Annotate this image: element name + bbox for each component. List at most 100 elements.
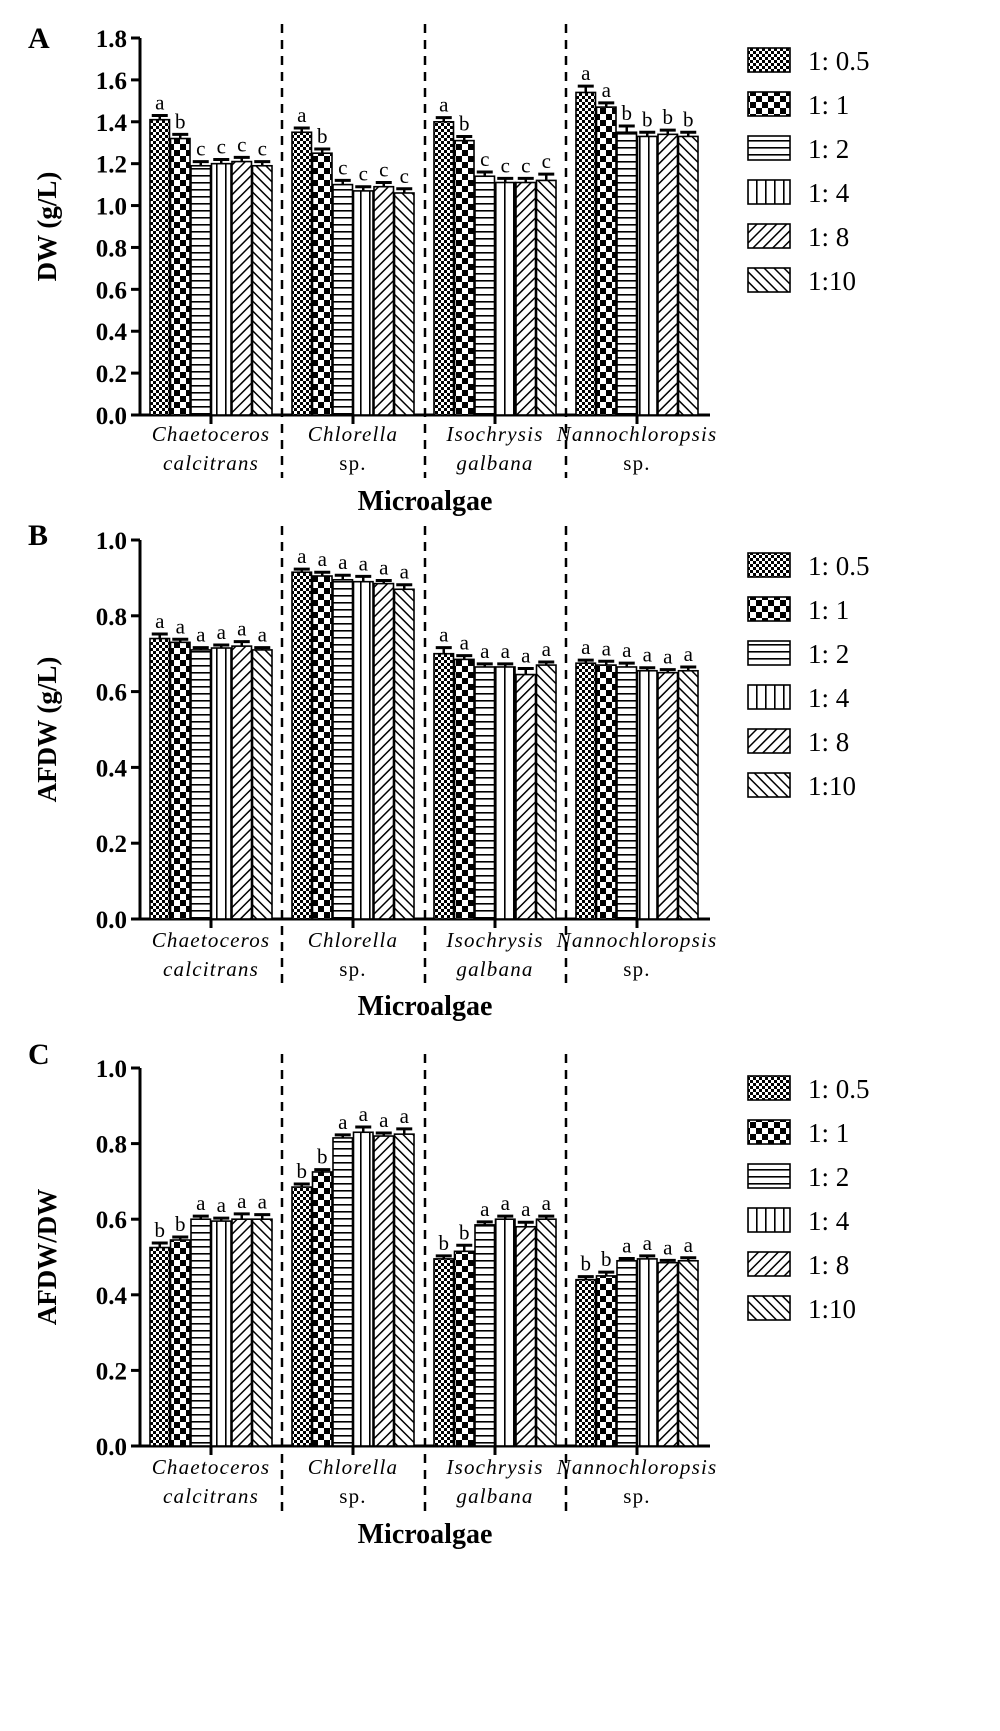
y-tick-label: 1.0 bbox=[96, 1056, 127, 1083]
bar bbox=[453, 1250, 475, 1447]
bar bbox=[595, 106, 617, 416]
significance-letter: b bbox=[683, 107, 694, 131]
bar bbox=[535, 179, 557, 416]
panel-letter: A bbox=[28, 22, 50, 55]
legend-swatch bbox=[747, 223, 791, 249]
y-tick-label: 0.8 bbox=[96, 1132, 127, 1159]
significance-letter: b bbox=[439, 1231, 450, 1255]
significance-letter: b bbox=[317, 124, 328, 148]
y-axis-title: DW (g/L) bbox=[32, 172, 62, 282]
bar bbox=[352, 580, 374, 920]
bar bbox=[494, 666, 516, 920]
significance-letter: a bbox=[480, 639, 490, 663]
legend-swatch bbox=[747, 135, 791, 161]
legend-swatch bbox=[747, 91, 791, 117]
bar bbox=[231, 160, 253, 416]
significance-letter: c bbox=[258, 137, 267, 161]
significance-letter: b bbox=[297, 1159, 308, 1183]
significance-letter: b bbox=[622, 101, 633, 125]
y-tick-label: 0.6 bbox=[96, 277, 127, 304]
y-tick-label: 1.0 bbox=[96, 194, 127, 221]
y-tick-label: 1.6 bbox=[96, 68, 127, 95]
bar bbox=[352, 1131, 374, 1447]
bar bbox=[595, 664, 617, 920]
y-tick-label: 0.6 bbox=[96, 1207, 127, 1234]
bar bbox=[393, 588, 415, 920]
legend-swatch bbox=[747, 684, 791, 710]
legend-label: 1: 0.5 bbox=[808, 1074, 870, 1104]
legend-swatch bbox=[747, 728, 791, 754]
bar bbox=[190, 649, 212, 920]
y-axis-title: AFDW (g/L) bbox=[32, 657, 62, 803]
significance-letter: b bbox=[581, 1252, 592, 1276]
panel-a: A 0.0 0.2 0.4 0.6 0.8 1.0 1.2 1.4 1.6 1.8 DW (g/L) a… bbox=[28, 22, 870, 517]
bar bbox=[251, 649, 273, 920]
bar bbox=[515, 673, 537, 920]
bar bbox=[616, 666, 638, 920]
significance-letter: c bbox=[217, 134, 226, 158]
significance-letter: a bbox=[663, 645, 673, 669]
significance-letter: a bbox=[318, 547, 328, 571]
x-category-label: Chaetoceros bbox=[152, 1455, 271, 1479]
y-tick-label: 0.4 bbox=[96, 755, 128, 782]
significance-letter: a bbox=[237, 617, 247, 641]
y-tick-label: 0.0 bbox=[96, 403, 127, 430]
bar bbox=[231, 645, 253, 920]
x-category-label: Nannochloropsis bbox=[556, 422, 718, 446]
y-tick-label: 0.2 bbox=[96, 361, 127, 388]
bar bbox=[393, 192, 415, 416]
bar bbox=[373, 582, 395, 920]
bar bbox=[453, 658, 475, 920]
bar bbox=[311, 1171, 333, 1447]
x-category-label-line2: sp. bbox=[623, 1484, 651, 1508]
x-category-label: Isochrysis bbox=[445, 928, 543, 952]
bar bbox=[190, 164, 212, 416]
significance-letter: a bbox=[258, 623, 268, 647]
significance-letter: a bbox=[460, 631, 470, 655]
significance-letter: a bbox=[176, 614, 186, 638]
y-tick-label: 0.8 bbox=[96, 235, 127, 262]
significance-letter: a bbox=[338, 550, 348, 574]
significance-letter: a bbox=[359, 551, 369, 575]
bar bbox=[373, 1135, 395, 1447]
significance-letter: b bbox=[175, 109, 186, 133]
legend-label: 1:10 bbox=[808, 1294, 856, 1324]
significance-letter: a bbox=[439, 623, 449, 647]
legend-label: 1: 8 bbox=[808, 222, 849, 252]
significance-letter: a bbox=[501, 639, 511, 663]
bar bbox=[169, 1239, 191, 1447]
y-tick-label: 0.0 bbox=[96, 1434, 127, 1461]
significance-letter: a bbox=[622, 1234, 632, 1258]
legend-label: 1: 2 bbox=[808, 639, 849, 669]
panel-letter: B bbox=[28, 519, 48, 552]
bar bbox=[494, 1218, 516, 1447]
significance-letter: b bbox=[459, 1220, 470, 1244]
significance-letter: a bbox=[196, 623, 206, 647]
legend-label: 1: 2 bbox=[808, 1162, 849, 1192]
legend-label: 1: 0.5 bbox=[808, 551, 870, 581]
y-tick-label: 0.4 bbox=[96, 1283, 128, 1310]
x-category-label-line2: sp. bbox=[339, 957, 367, 981]
x-axis-title: Microalgae bbox=[358, 486, 493, 517]
significance-letter: c bbox=[400, 164, 409, 188]
bar bbox=[373, 185, 395, 416]
bar bbox=[291, 1186, 313, 1447]
legend-swatch bbox=[747, 267, 791, 293]
significance-letter: c bbox=[379, 158, 388, 182]
significance-letter: c bbox=[359, 162, 368, 186]
x-category-label: Chlorella bbox=[308, 928, 399, 952]
significance-letter: a bbox=[379, 1108, 389, 1132]
significance-letter: a bbox=[439, 93, 449, 117]
significance-letter: a bbox=[542, 1191, 552, 1215]
y-tick-label: 0.8 bbox=[96, 604, 127, 631]
bar bbox=[657, 1261, 679, 1447]
legend: 1: 0.5 1: 1 1: 2 1: 4 1: 8 1:10 bbox=[747, 1074, 870, 1324]
legend: 1: 0.5 1: 1 1: 2 1: 4 1: 8 1:10 bbox=[747, 46, 870, 296]
bar bbox=[535, 1218, 557, 1447]
significance-letter: a bbox=[155, 90, 165, 114]
bar bbox=[169, 137, 191, 416]
legend-label: 1:10 bbox=[808, 771, 856, 801]
significance-letter: a bbox=[643, 643, 653, 667]
